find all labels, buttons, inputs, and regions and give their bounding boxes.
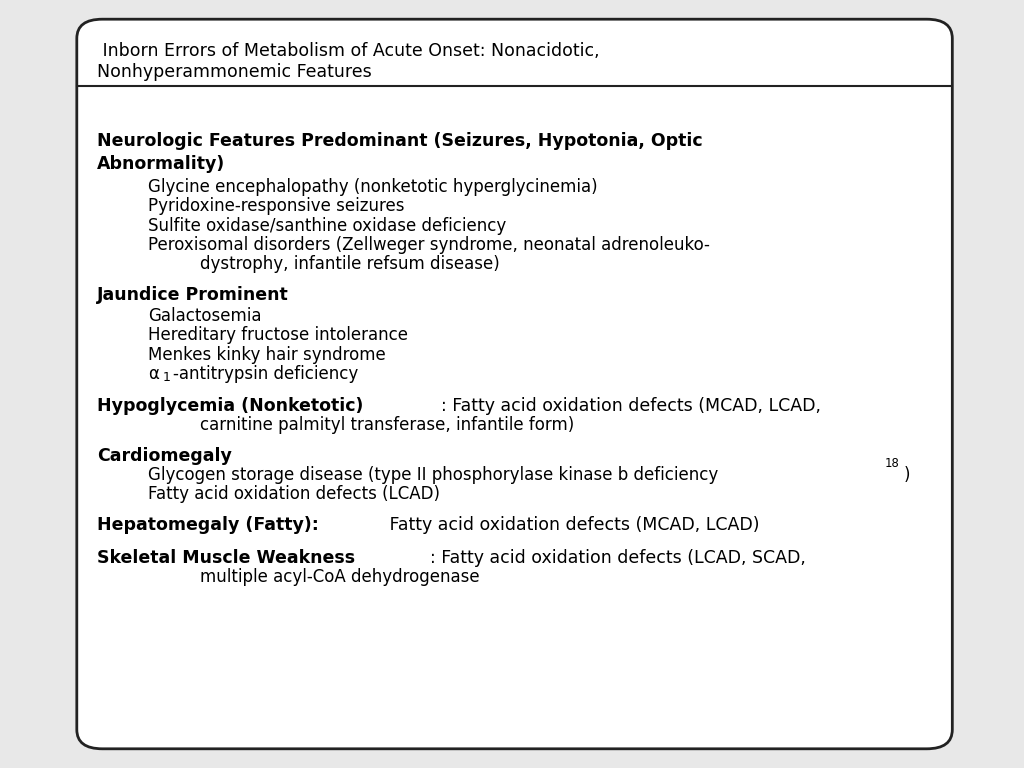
Text: Inborn Errors of Metabolism of Acute Onset: Nonacidotic,: Inborn Errors of Metabolism of Acute Ons… xyxy=(97,42,600,60)
Text: Sulfite oxidase/santhine oxidase deficiency: Sulfite oxidase/santhine oxidase deficie… xyxy=(148,217,507,234)
Text: Hereditary fructose intolerance: Hereditary fructose intolerance xyxy=(148,326,409,344)
Text: Fatty acid oxidation defects (MCAD, LCAD): Fatty acid oxidation defects (MCAD, LCAD… xyxy=(384,516,759,534)
Text: Cardiomegaly: Cardiomegaly xyxy=(97,447,232,465)
Text: Peroxisomal disorders (Zellweger syndrome, neonatal adrenoleuko-: Peroxisomal disorders (Zellweger syndrom… xyxy=(148,236,711,253)
Text: 18: 18 xyxy=(885,457,899,470)
Text: Hypoglycemia (Nonketotic): Hypoglycemia (Nonketotic) xyxy=(97,397,364,415)
Text: Hepatomegaly (Fatty):: Hepatomegaly (Fatty): xyxy=(97,516,319,534)
Text: ): ) xyxy=(903,466,909,484)
Text: Nonhyperammonemic Features: Nonhyperammonemic Features xyxy=(97,63,372,81)
Text: Glycine encephalopathy (nonketotic hyperglycinemia): Glycine encephalopathy (nonketotic hyper… xyxy=(148,178,598,196)
Text: Pyridoxine-responsive seizures: Pyridoxine-responsive seizures xyxy=(148,197,404,215)
Text: Glycogen storage disease (type II phosphorylase kinase b deficiency: Glycogen storage disease (type II phosph… xyxy=(148,466,719,484)
Text: Jaundice Prominent: Jaundice Prominent xyxy=(97,286,289,303)
Text: Neurologic Features Predominant (Seizures, Hypotonia, Optic: Neurologic Features Predominant (Seizure… xyxy=(97,132,702,150)
Text: 1: 1 xyxy=(163,371,170,384)
Text: Skeletal Muscle Weakness: Skeletal Muscle Weakness xyxy=(97,549,355,567)
Text: carnitine palmityl transferase, infantile form): carnitine palmityl transferase, infantil… xyxy=(200,416,573,434)
Text: Fatty acid oxidation defects (LCAD): Fatty acid oxidation defects (LCAD) xyxy=(148,485,440,503)
Text: multiple acyl-CoA dehydrogenase: multiple acyl-CoA dehydrogenase xyxy=(200,568,479,586)
Text: Menkes kinky hair syndrome: Menkes kinky hair syndrome xyxy=(148,346,386,363)
FancyBboxPatch shape xyxy=(77,19,952,749)
Text: Galactosemia: Galactosemia xyxy=(148,307,262,325)
Text: : Fatty acid oxidation defects (LCAD, SCAD,: : Fatty acid oxidation defects (LCAD, SC… xyxy=(430,549,806,567)
Text: : Fatty acid oxidation defects (MCAD, LCAD,: : Fatty acid oxidation defects (MCAD, LC… xyxy=(441,397,821,415)
Text: dystrophy, infantile refsum disease): dystrophy, infantile refsum disease) xyxy=(200,255,500,273)
Text: -antitrypsin deficiency: -antitrypsin deficiency xyxy=(173,365,358,382)
Text: α: α xyxy=(148,365,160,382)
Text: Abnormality): Abnormality) xyxy=(97,155,225,173)
